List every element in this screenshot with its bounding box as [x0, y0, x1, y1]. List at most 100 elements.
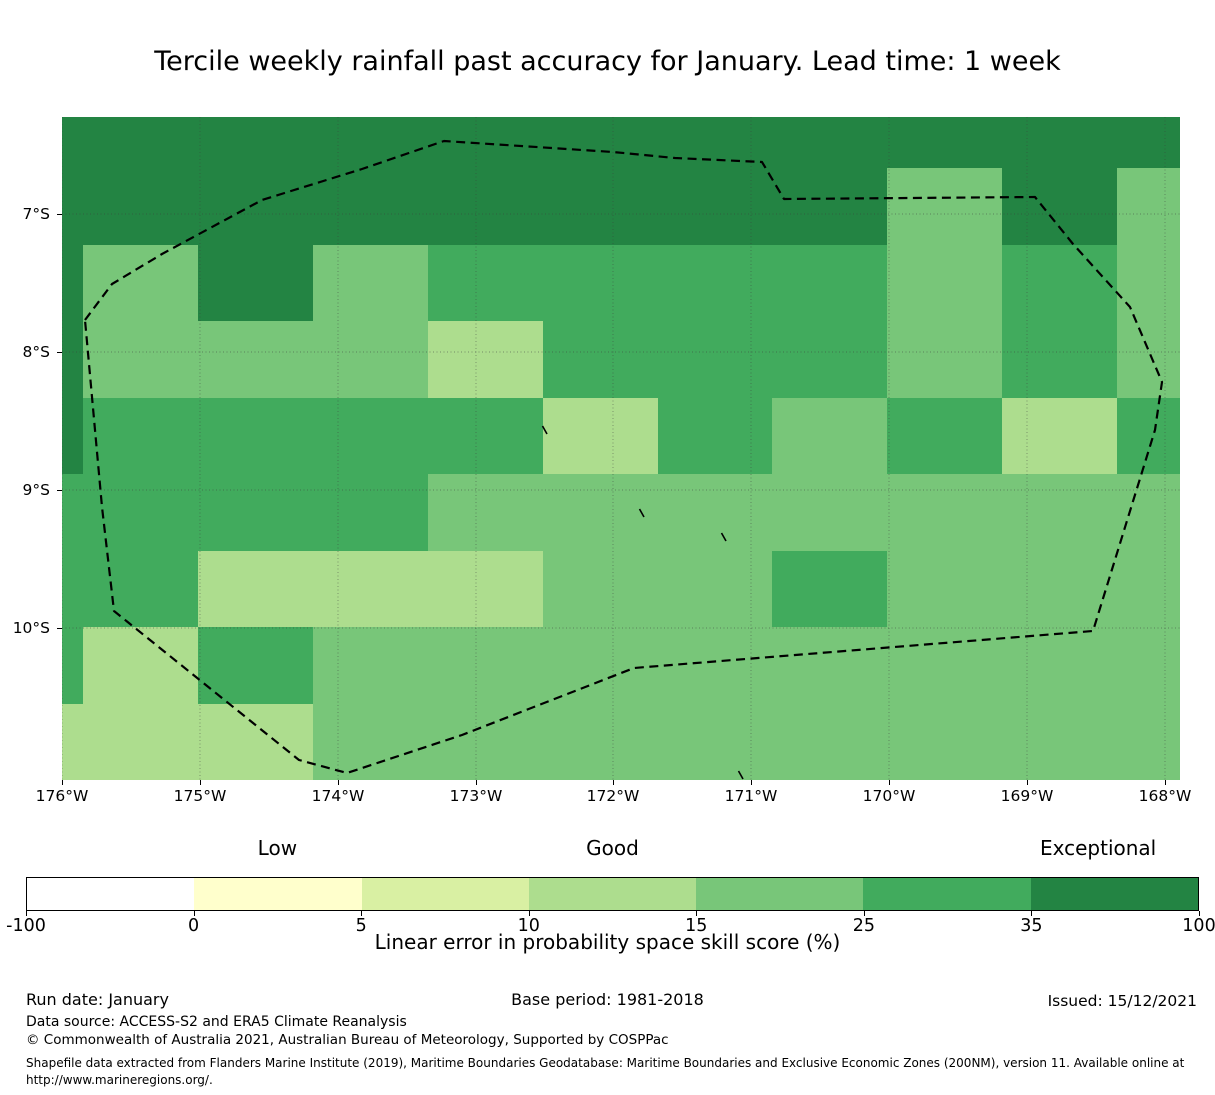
map-cell [1117, 551, 1180, 628]
map-cell [62, 245, 84, 322]
x-tick-mark [1165, 780, 1166, 785]
map-cell [1117, 474, 1180, 552]
map-cell [1002, 474, 1118, 552]
island-marker [720, 532, 727, 542]
rainfall-skill-heatmap [62, 117, 1180, 780]
island-marker [541, 425, 548, 435]
x-tick-mark [889, 780, 890, 785]
map-cell [543, 627, 659, 705]
map-cell [658, 245, 773, 322]
map-cell [658, 321, 773, 399]
footer-base-period: Base period: 1981-2018 [511, 990, 704, 1009]
map-cell [1002, 627, 1118, 705]
map-cell [62, 474, 84, 552]
map-cell [887, 474, 1003, 552]
map-cell [1117, 245, 1180, 322]
map-plot [62, 117, 1180, 780]
map-gridlines [62, 117, 1180, 780]
map-cell [543, 398, 659, 475]
y-tick-label: 9°S [22, 481, 50, 499]
colorbar-class-label: Exceptional [1039, 836, 1157, 860]
map-cell [198, 474, 314, 552]
x-tick-label: 168°W [1138, 787, 1192, 805]
map-cell [1117, 168, 1180, 246]
footer-shapefile-url: http://www.marineregions.org/. [26, 1073, 213, 1087]
y-tick-label: 7°S [22, 205, 50, 223]
eez-boundary [83, 139, 1164, 775]
y-tick-mark [57, 490, 62, 491]
map-cell [1002, 551, 1118, 628]
map-cell [1002, 168, 1118, 246]
map-cell [1002, 117, 1118, 169]
colorbar-tick-label: 10 [517, 916, 540, 936]
colorbar-tick-label: 5 [355, 916, 367, 936]
colorbar-tick-label: 100 [1182, 916, 1215, 936]
map-cell [887, 168, 1003, 246]
map-cell [772, 398, 888, 475]
map-cell [658, 117, 773, 169]
map-cell [313, 117, 429, 169]
map-cell [198, 398, 314, 475]
map-cell [83, 117, 199, 169]
map-cell [1117, 704, 1180, 780]
map-cell [658, 704, 773, 780]
colorbar-class-label: Low [257, 836, 298, 860]
map-cell [428, 551, 544, 628]
colorbar-segment [361, 878, 529, 910]
map-cell [887, 551, 1003, 628]
map-cell [83, 321, 199, 399]
map-cell [313, 321, 429, 399]
map-cell [198, 704, 314, 780]
map-cell [428, 704, 544, 780]
map-cell [428, 245, 544, 322]
footer-issued-date: Issued: 15/12/2021 [1047, 992, 1197, 1010]
footer-shapefile-note: Shapefile data extracted from Flanders M… [26, 1056, 1185, 1070]
map-cell [83, 704, 199, 780]
map-cell [62, 321, 84, 399]
map-cell [543, 321, 659, 399]
map-cell [62, 627, 84, 705]
map-cell [83, 398, 199, 475]
y-tick-mark [57, 628, 62, 629]
map-cell [543, 245, 659, 322]
map-cell [772, 551, 888, 628]
map-cell [313, 704, 429, 780]
colorbar-tick-mark [1199, 911, 1200, 916]
map-cell [1117, 627, 1180, 705]
y-tick-label: 10°S [12, 619, 50, 637]
map-cell [887, 321, 1003, 399]
map-cell [198, 627, 314, 705]
map-cell [313, 627, 429, 705]
map-cell [543, 474, 659, 552]
map-cell [543, 117, 659, 169]
x-tick-mark [613, 780, 614, 785]
colorbar-segment [27, 878, 195, 910]
x-tick-label: 174°W [311, 787, 365, 805]
x-tick-mark [1027, 780, 1028, 785]
map-cell [543, 704, 659, 780]
map-cell [198, 117, 314, 169]
colorbar-tick-mark [26, 911, 27, 916]
map-cell [887, 117, 1003, 169]
map-cell [772, 245, 888, 322]
map-cell [658, 551, 773, 628]
map-cell [62, 551, 84, 628]
y-tick-mark [57, 352, 62, 353]
map-cell [198, 168, 314, 246]
colorbar-bar [26, 877, 1199, 911]
map-cell [772, 117, 888, 169]
map-cell [1002, 704, 1118, 780]
colorbar-segment [863, 878, 1031, 910]
colorbar-tick-mark [1031, 911, 1033, 916]
page-title: Tercile weekly rainfall past accuracy fo… [154, 46, 1061, 77]
colorbar-tick-label: 35 [1020, 916, 1043, 936]
map-cell [1117, 321, 1180, 399]
map-cell [543, 551, 659, 628]
x-tick-mark [62, 780, 63, 785]
map-cell [313, 474, 429, 552]
colorbar-segment [1030, 878, 1198, 910]
footer-copyright: © Commonwealth of Australia 2021, Austra… [26, 1032, 669, 1048]
map-cell [1002, 321, 1118, 399]
map-cell [543, 168, 659, 246]
